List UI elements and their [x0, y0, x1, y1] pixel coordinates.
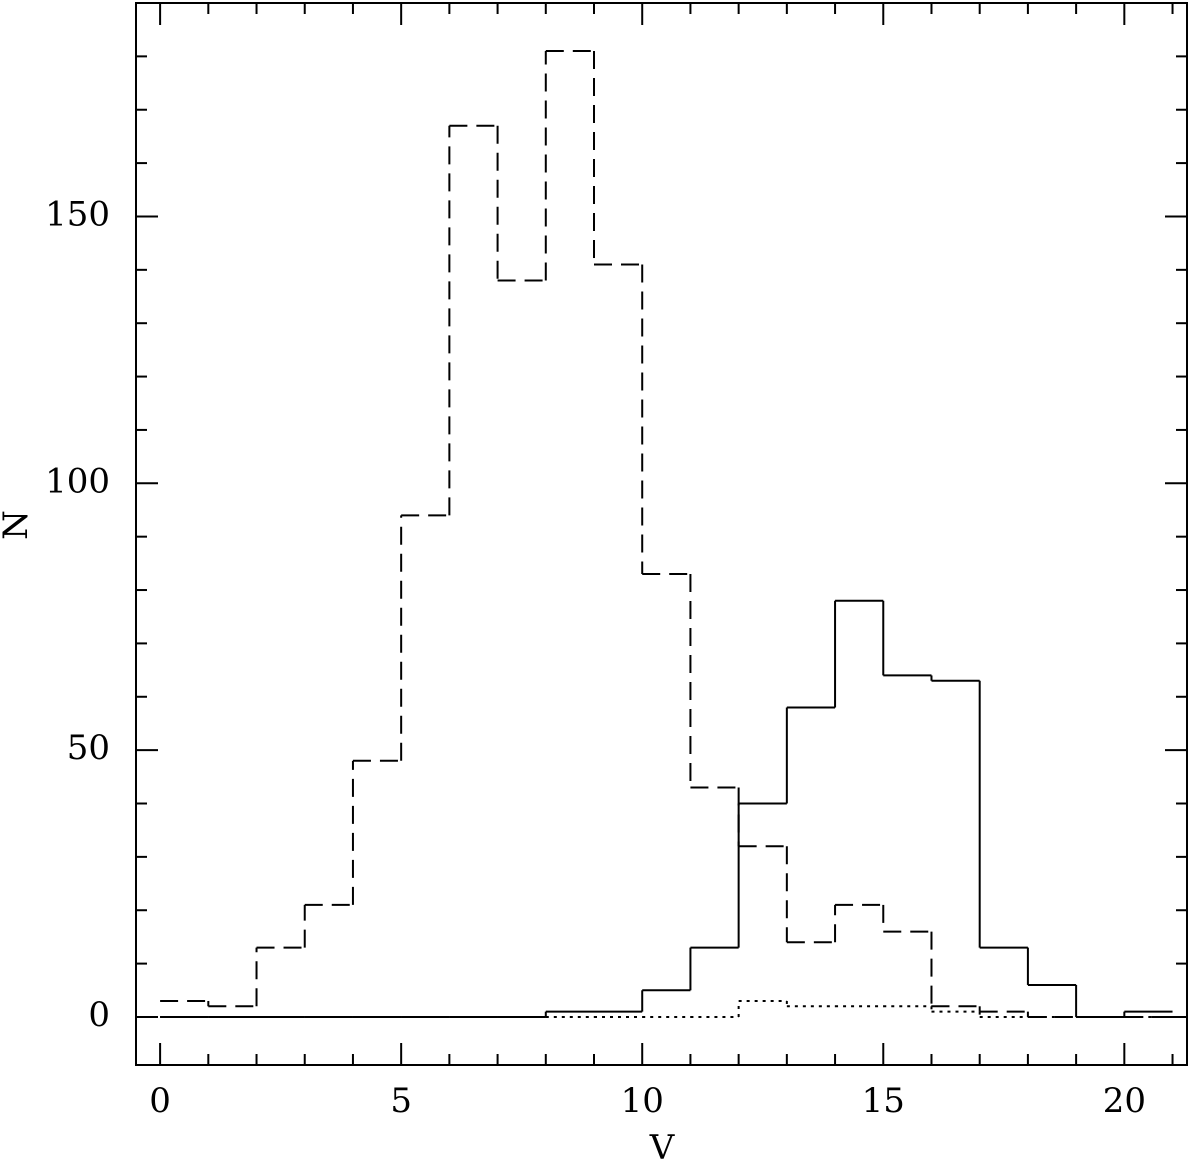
y-tick-label: 100: [45, 461, 110, 501]
x-axis-label: V: [649, 1128, 676, 1167]
x-tick-label: 20: [1103, 1081, 1146, 1121]
y-tick-label: 50: [67, 728, 110, 768]
y-axis-label: N: [0, 510, 36, 540]
x-tick-label: 10: [621, 1081, 664, 1121]
plot-frame: [135, 2, 1188, 1066]
y-tick-label: 150: [45, 194, 110, 234]
x-tick-label: 15: [862, 1081, 905, 1121]
x-tick-label: 5: [390, 1081, 412, 1121]
y-tick-label: 0: [88, 995, 110, 1035]
x-tick-label: 0: [149, 1081, 171, 1121]
